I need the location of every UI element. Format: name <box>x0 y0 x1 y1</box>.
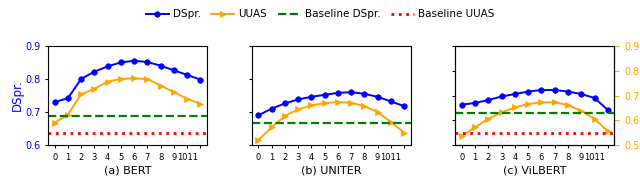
X-axis label: (c) ViLBERT: (c) ViLBERT <box>503 166 566 176</box>
Y-axis label: DSpr.: DSpr. <box>11 80 24 111</box>
X-axis label: (a) BERT: (a) BERT <box>104 166 151 176</box>
X-axis label: (b) UNITER: (b) UNITER <box>301 166 362 176</box>
Legend: DSpr., UUAS, Baseline DSpr., Baseline UUAS: DSpr., UUAS, Baseline DSpr., Baseline UU… <box>141 5 499 23</box>
